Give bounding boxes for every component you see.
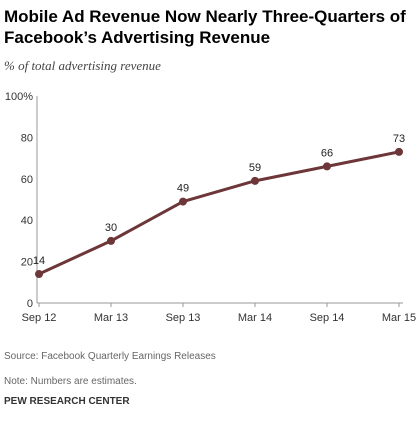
y-tick-label: 20 <box>21 257 33 269</box>
data-point <box>107 236 115 245</box>
y-tick-label: 80 <box>21 132 33 144</box>
data-label: 66 <box>321 147 333 159</box>
data-label: 73 <box>393 133 405 145</box>
x-tick-label: Sep 13 <box>166 312 201 324</box>
x-tick-label: Sep 12 <box>22 312 57 324</box>
x-tick-label: Mar 14 <box>238 312 272 324</box>
y-tick-label: 60 <box>21 174 33 186</box>
data-point <box>323 162 331 171</box>
x-tick-label: Sep 14 <box>310 312 345 324</box>
series-line <box>37 150 401 276</box>
data-point <box>395 147 403 156</box>
organization-name: PEW RESEARCH CENTER <box>4 396 130 407</box>
y-tick-label: 40 <box>21 215 33 227</box>
data-point <box>35 270 43 279</box>
x-tick-label: Mar 15 <box>382 312 416 324</box>
data-label: 59 <box>249 162 261 174</box>
y-tick-label: 0 <box>27 298 33 310</box>
chart-subtitle: % of total advertising revenue <box>4 58 161 73</box>
source-note: Source: Facebook Quarterly Earnings Rele… <box>4 351 216 362</box>
data-label: 30 <box>105 222 117 234</box>
line-chart: 0 20 40 60 80 100% Sep 12 Mar 13 Sep 13 Mar 14 Se… <box>5 91 416 324</box>
footnote: Note: Numbers are estimates. <box>4 376 137 387</box>
y-tick-label: 100% <box>5 91 33 103</box>
data-point <box>251 176 259 185</box>
data-point <box>179 197 187 206</box>
data-label: 49 <box>177 183 189 195</box>
data-label: 14 <box>33 255 45 267</box>
chart-title: Mobile Ad Revenue Now Nearly Three-Quart… <box>4 7 406 47</box>
x-tick-label: Mar 13 <box>94 312 128 324</box>
